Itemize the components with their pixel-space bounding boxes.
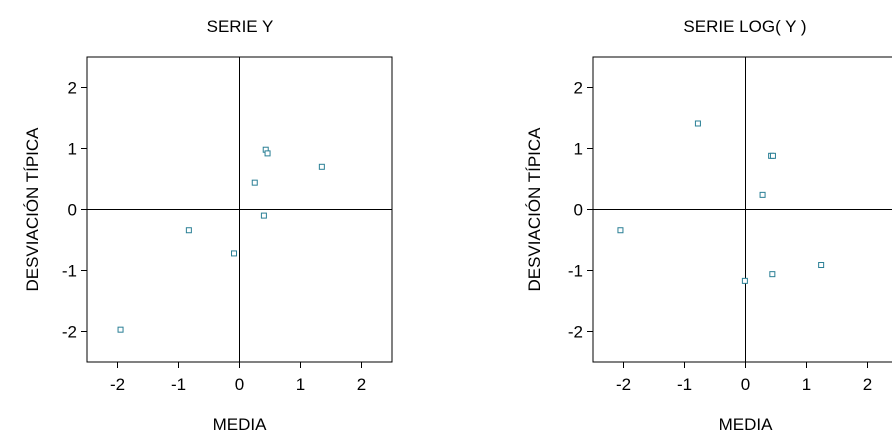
data-point [185, 227, 192, 234]
x-tick-label: -1 [171, 375, 186, 394]
data-point [318, 163, 325, 170]
data-point [759, 191, 766, 198]
chart-panel-1: SERIE Y -2 -1 0 1 2 2 1 0 -1 -2 MEDIA DESVIACIÓN TÍP… [23, 17, 393, 434]
y-tick-label: 1 [68, 140, 77, 159]
data-point [617, 227, 624, 234]
data-point [769, 271, 776, 278]
y-tick-label: -2 [62, 323, 77, 342]
data-point [769, 152, 776, 159]
data-point [741, 277, 748, 284]
x-tick-label: -2 [110, 375, 125, 394]
data-point [260, 212, 267, 219]
data-point [264, 150, 271, 157]
chart-panel-2: SERIE LOG( Y ) -2 -1 0 1 2 2 1 0 -1 -2 MEDIA DESVIAC… [525, 17, 892, 434]
x-tick-label: 0 [741, 375, 750, 394]
y-tick-label: -2 [568, 323, 583, 342]
x-tick-label: -1 [677, 375, 692, 394]
x-axis-label: MEDIA [719, 415, 774, 434]
x-tick-label: 1 [296, 375, 305, 394]
x-tick-label: 2 [357, 375, 366, 394]
y-tick-label: 2 [574, 79, 583, 98]
x-axis-label: MEDIA [213, 415, 268, 434]
data-point [251, 179, 258, 186]
y-tick-label: 1 [574, 140, 583, 159]
y-tick-label: 2 [68, 79, 77, 98]
data-point [117, 326, 124, 333]
data-point [818, 262, 825, 269]
x-tick-label: 1 [802, 375, 811, 394]
x-tick-label: -2 [616, 375, 631, 394]
x-tick-label: 2 [863, 375, 872, 394]
x-tick-label: 0 [235, 375, 244, 394]
y-axis-label: DESVIACIÓN TÍPICA [525, 127, 544, 292]
y-tick-label: 0 [574, 201, 583, 220]
data-point [231, 250, 238, 257]
data-point [694, 120, 701, 127]
y-tick-label: -1 [568, 262, 583, 281]
chart-title: SERIE Y [207, 17, 274, 36]
y-axis-label: DESVIACIÓN TÍPICA [23, 127, 42, 292]
chart-title: SERIE LOG( Y ) [683, 17, 806, 36]
y-tick-label: 0 [68, 201, 77, 220]
y-tick-label: -1 [62, 262, 77, 281]
